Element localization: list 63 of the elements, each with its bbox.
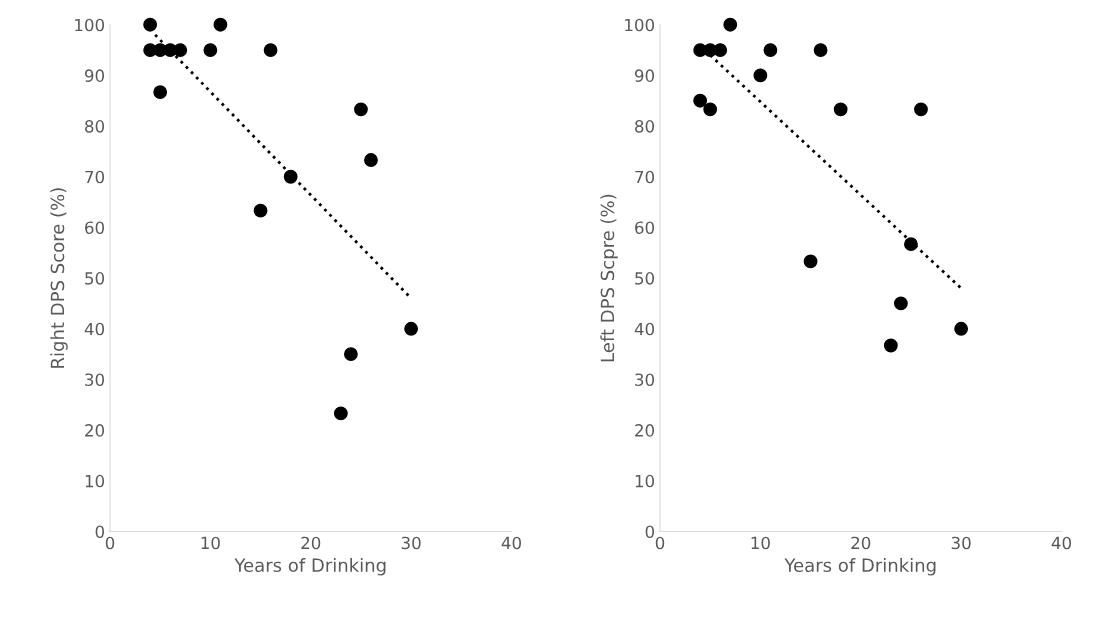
y-tick-label: 60 <box>635 221 655 234</box>
y-tick-label: 0 <box>645 525 655 539</box>
point <box>253 203 268 218</box>
point <box>713 43 728 57</box>
point <box>803 254 818 269</box>
y-tick-label: 50 <box>85 272 105 285</box>
point <box>263 43 278 57</box>
y-tick-label: 60 <box>85 221 105 234</box>
x-tick-label: 0 <box>105 536 115 550</box>
y-tick-label: 80 <box>85 120 105 133</box>
y-axis-title: Right DPS Score (%) <box>50 188 68 368</box>
x-tick-label: 10 <box>751 536 770 550</box>
point <box>364 153 378 167</box>
point <box>893 296 908 311</box>
point <box>954 321 969 336</box>
y-tick-label: 90 <box>84 69 105 82</box>
x-tick-label: 30 <box>951 536 971 550</box>
point <box>753 68 768 83</box>
y-tick-label: 30 <box>635 373 655 387</box>
point <box>283 169 298 184</box>
y-tick-label: 50 <box>635 272 655 285</box>
y-tick-label: 90 <box>634 69 655 82</box>
y-tick-label: 30 <box>85 373 105 387</box>
x-tick-label: 40 <box>1051 536 1071 550</box>
x-tick-label: 0 <box>655 536 665 550</box>
point <box>883 338 898 353</box>
y-tick-label: 40 <box>84 322 105 336</box>
point <box>914 102 928 117</box>
x-axis-title: Years of Drinking <box>234 558 386 576</box>
point <box>703 102 718 117</box>
x-tick-label: 40 <box>501 536 521 550</box>
y-tick-label: 40 <box>634 322 655 336</box>
point <box>153 85 168 100</box>
point <box>813 43 828 57</box>
x-tick-label: 20 <box>301 536 321 550</box>
point <box>404 321 419 336</box>
x-axis-title: Years of Drinking <box>784 558 936 576</box>
point <box>354 102 368 117</box>
point <box>213 17 228 32</box>
point <box>723 17 738 32</box>
y-tick-label: 80 <box>635 120 655 133</box>
y-tick-label: 20 <box>85 424 105 437</box>
point <box>833 102 848 117</box>
point <box>333 406 348 421</box>
point <box>203 43 218 57</box>
point <box>693 93 708 108</box>
y-tick-label: 100 <box>625 18 655 32</box>
x-tick-label: 20 <box>851 536 871 550</box>
point <box>173 43 188 57</box>
x-tick-label: 10 <box>201 536 220 550</box>
y-tick-label: 70 <box>85 170 105 184</box>
y-tick-label: 20 <box>635 424 655 437</box>
y-tick-label: 70 <box>635 170 655 184</box>
point <box>143 17 158 32</box>
y-axis-title: Left DPS Scpre (%) <box>600 194 618 362</box>
point <box>763 43 778 57</box>
x-tick-label: 30 <box>401 536 421 550</box>
y-tick-label: 0 <box>95 525 105 539</box>
y-tick-label: 10 <box>85 474 105 488</box>
y-tick-label: 100 <box>75 18 105 32</box>
point <box>343 347 358 362</box>
point <box>904 237 918 252</box>
y-tick-label: 10 <box>635 474 655 488</box>
